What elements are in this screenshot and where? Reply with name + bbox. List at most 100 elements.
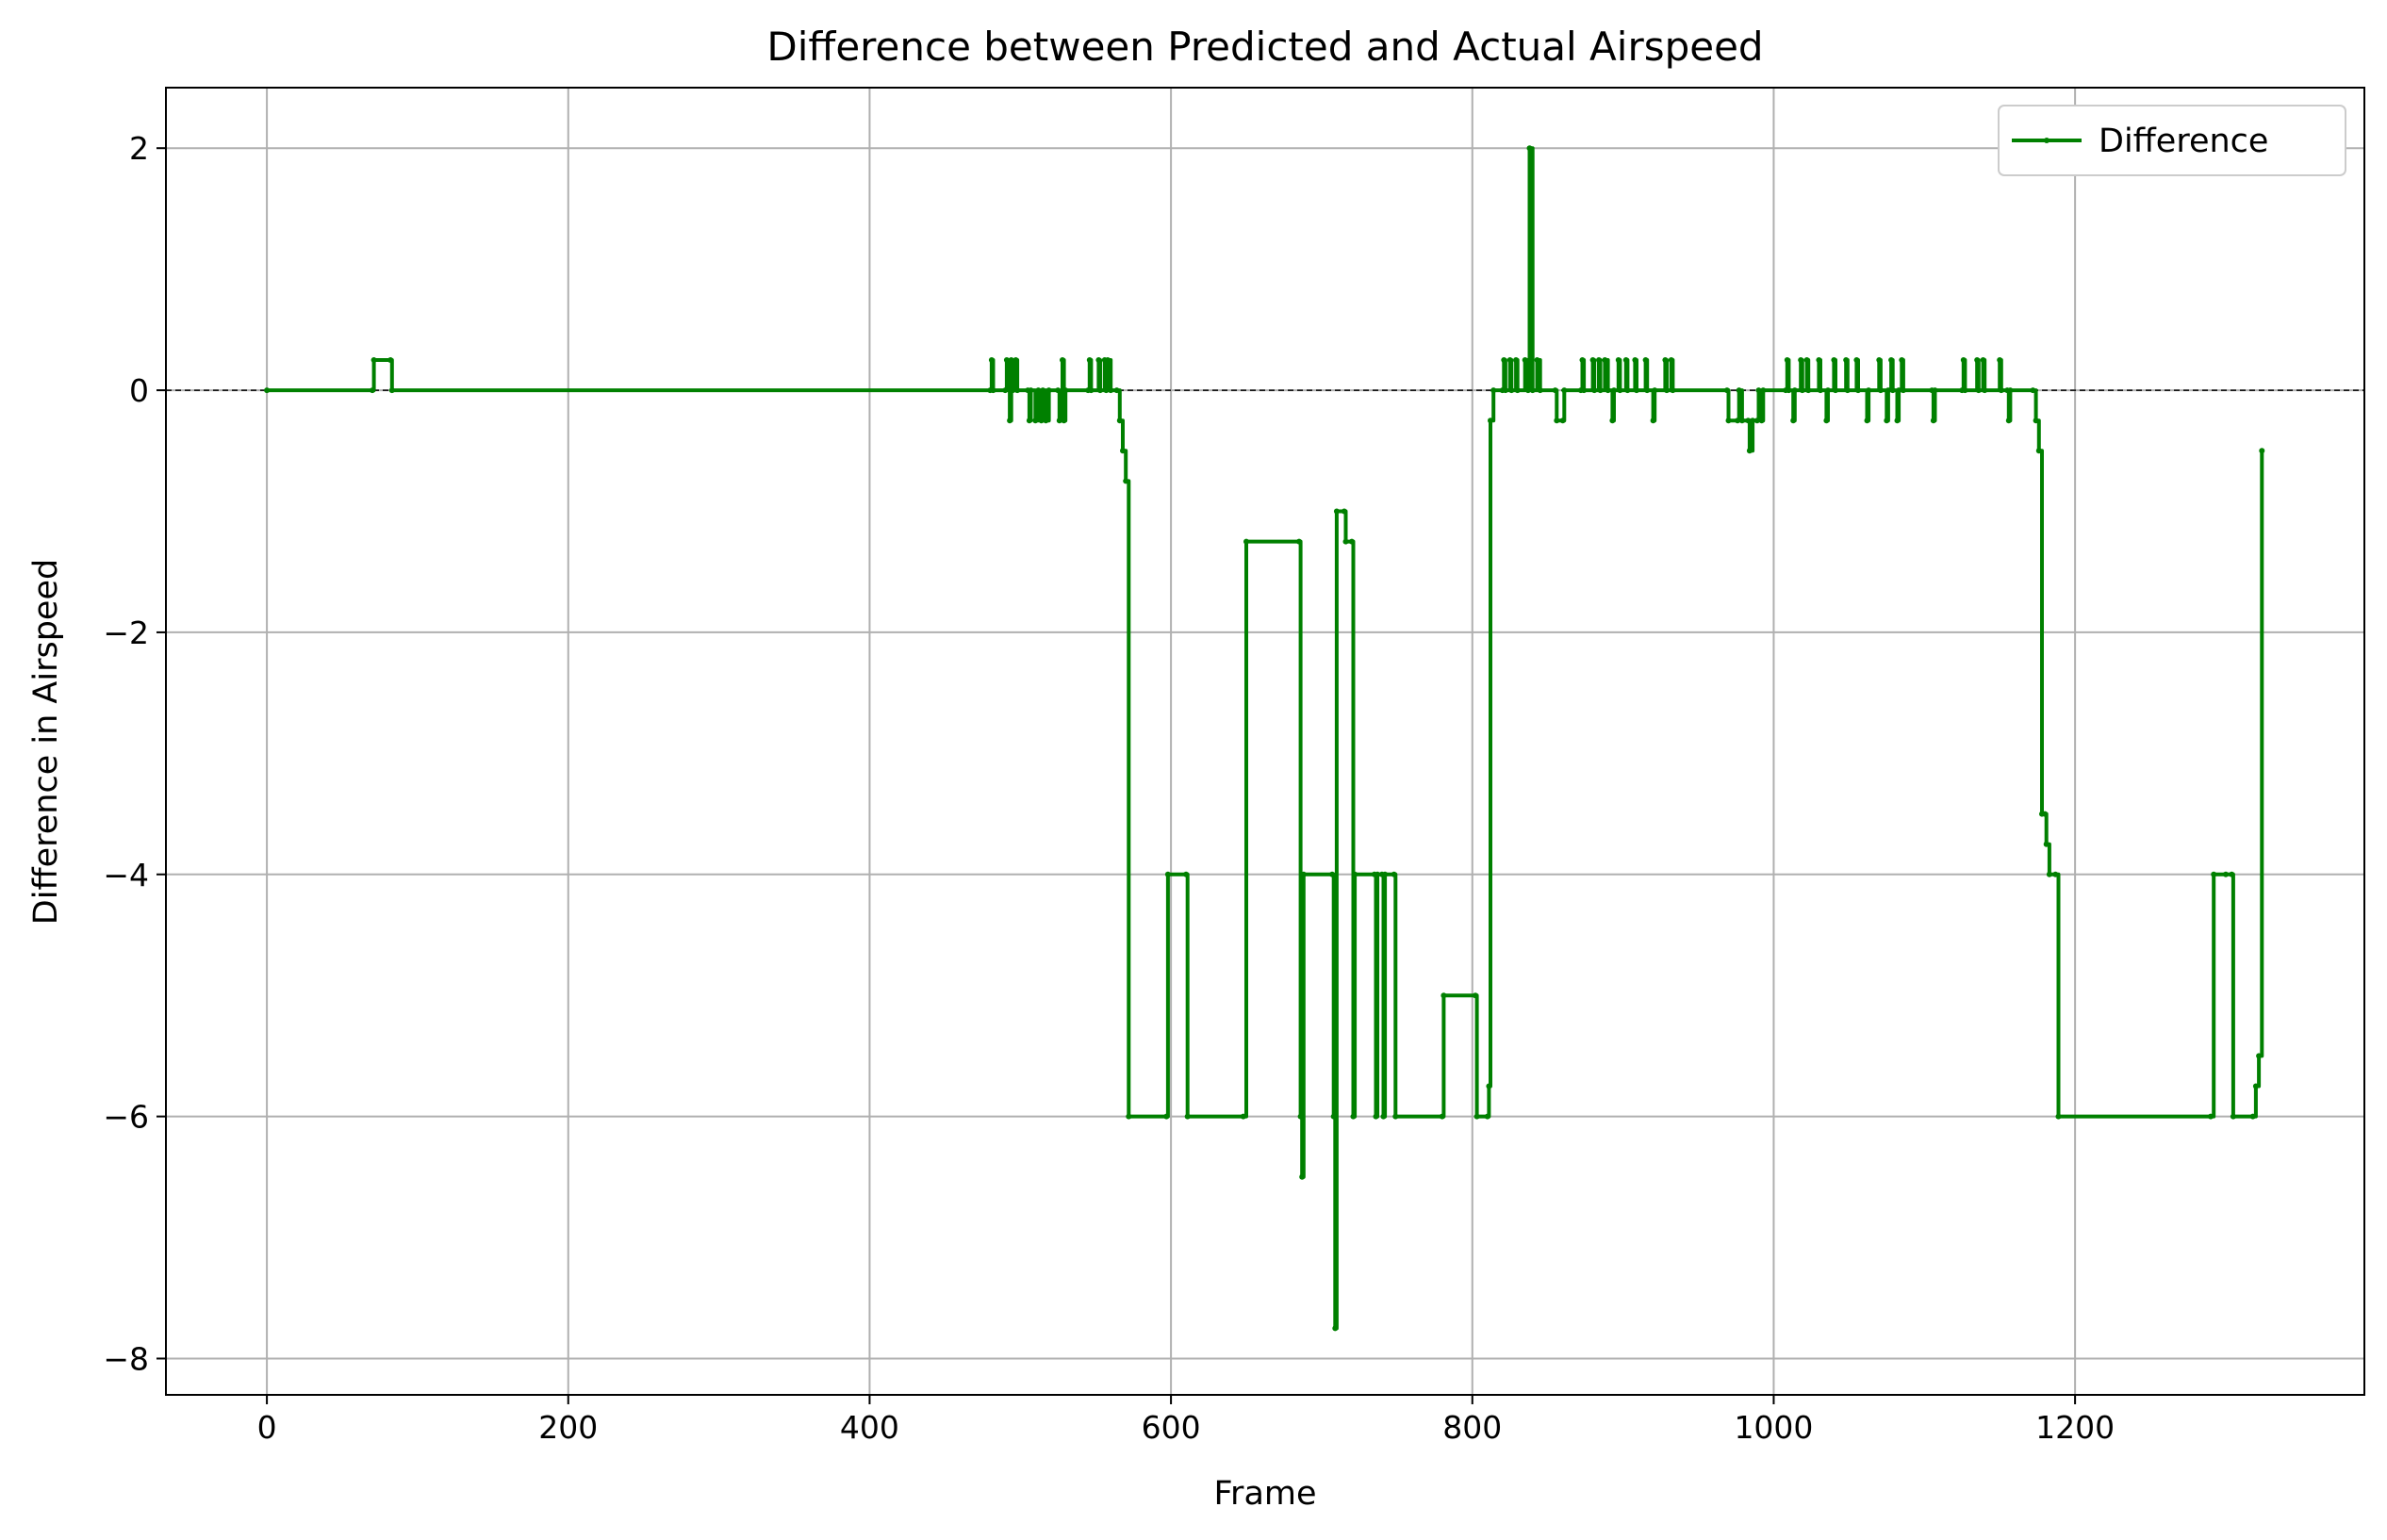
data-point	[1596, 357, 1602, 363]
data-point	[1552, 387, 1558, 394]
data-point	[1823, 418, 1830, 424]
data-point	[1373, 1113, 1379, 1120]
data-point	[1514, 387, 1521, 394]
data-point	[1609, 418, 1616, 424]
data-point	[1032, 418, 1039, 424]
data-point	[2252, 1083, 2259, 1089]
data-point	[990, 387, 996, 394]
data-point	[1010, 387, 1016, 394]
data-point	[1105, 357, 1111, 363]
data-point	[1350, 1113, 1357, 1120]
data-point	[1825, 387, 1831, 394]
data-point	[1617, 387, 1623, 394]
data-point	[1062, 387, 1069, 394]
data-point	[1382, 871, 1389, 877]
data-point	[1061, 418, 1067, 424]
data-point	[1960, 357, 1967, 363]
data-point	[388, 387, 395, 394]
data-point	[1581, 387, 1588, 394]
x-tick-label: 800	[1442, 1409, 1502, 1446]
data-point	[1750, 418, 1756, 424]
data-point	[1615, 357, 1622, 363]
data-point	[1513, 357, 1520, 363]
data-point	[1352, 871, 1358, 877]
data-point	[1624, 387, 1631, 394]
data-point	[1506, 357, 1513, 363]
data-point	[1786, 387, 1792, 394]
data-point	[2035, 448, 2042, 454]
x-tick-label: 400	[840, 1409, 899, 1446]
data-point	[1473, 992, 1478, 999]
data-point	[1799, 387, 1805, 394]
data-point	[1589, 357, 1596, 363]
legend-entry-difference: Difference	[2099, 123, 2268, 160]
data-point	[1755, 387, 1762, 394]
data-point	[1300, 871, 1307, 877]
legend-box	[1998, 105, 2346, 176]
data-point	[1932, 387, 1938, 394]
data-point	[1662, 357, 1669, 363]
data-point	[1299, 1173, 1306, 1180]
data-point	[1831, 357, 1837, 363]
data-point	[1440, 992, 1447, 999]
data-point	[1537, 387, 1543, 394]
data-point	[1670, 387, 1676, 394]
data-point	[1561, 387, 1568, 394]
x-tick-label: 1200	[2035, 1409, 2115, 1446]
data-point	[1243, 538, 1249, 545]
data-point	[1784, 357, 1790, 363]
data-point	[1123, 478, 1129, 484]
data-point	[1664, 387, 1670, 394]
data-point	[1183, 871, 1190, 877]
data-point	[2259, 448, 2265, 454]
data-point	[1040, 387, 1046, 394]
data-point	[1164, 871, 1171, 877]
data-point	[1002, 387, 1009, 394]
data-point	[1723, 387, 1730, 394]
data-point	[1997, 357, 2003, 363]
data-point	[1095, 357, 1102, 363]
data-point	[1896, 387, 1902, 394]
data-point	[1980, 357, 1986, 363]
data-point	[1668, 357, 1674, 363]
data-point	[387, 357, 394, 363]
x-tick-label: 200	[538, 1409, 598, 1446]
data-point	[1184, 1113, 1191, 1120]
data-point	[1554, 418, 1560, 424]
data-point	[2208, 1113, 2214, 1120]
data-point	[2052, 871, 2059, 877]
data-point	[1108, 387, 1114, 394]
data-point	[1012, 357, 1019, 363]
data-point	[1534, 357, 1540, 363]
data-point	[2249, 1113, 2256, 1120]
data-point	[2046, 871, 2052, 877]
y-tick-label: −4	[103, 857, 149, 893]
data-point	[1605, 387, 1611, 394]
data-point	[1163, 1113, 1170, 1120]
data-point	[1348, 538, 1355, 545]
data-point	[1753, 418, 1760, 424]
data-point	[1003, 357, 1010, 363]
data-point	[1833, 387, 1838, 394]
data-point	[2256, 1053, 2263, 1059]
data-point	[1844, 387, 1851, 394]
data-point	[1652, 387, 1658, 394]
data-point	[1899, 357, 1905, 363]
data-point	[1113, 387, 1120, 394]
data-point	[1644, 387, 1651, 394]
data-point	[370, 387, 375, 394]
data-point	[1888, 357, 1895, 363]
data-point	[2030, 387, 2036, 394]
data-point	[1998, 387, 2004, 394]
data-point	[1559, 418, 1566, 424]
data-point	[1330, 1113, 1337, 1120]
data-point	[1026, 418, 1032, 424]
data-point	[1035, 387, 1042, 394]
data-point	[1597, 387, 1604, 394]
data-point	[988, 357, 995, 363]
data-point	[1650, 418, 1656, 424]
data-point	[1126, 1113, 1132, 1120]
data-point	[1028, 387, 1034, 394]
data-point	[370, 357, 377, 363]
